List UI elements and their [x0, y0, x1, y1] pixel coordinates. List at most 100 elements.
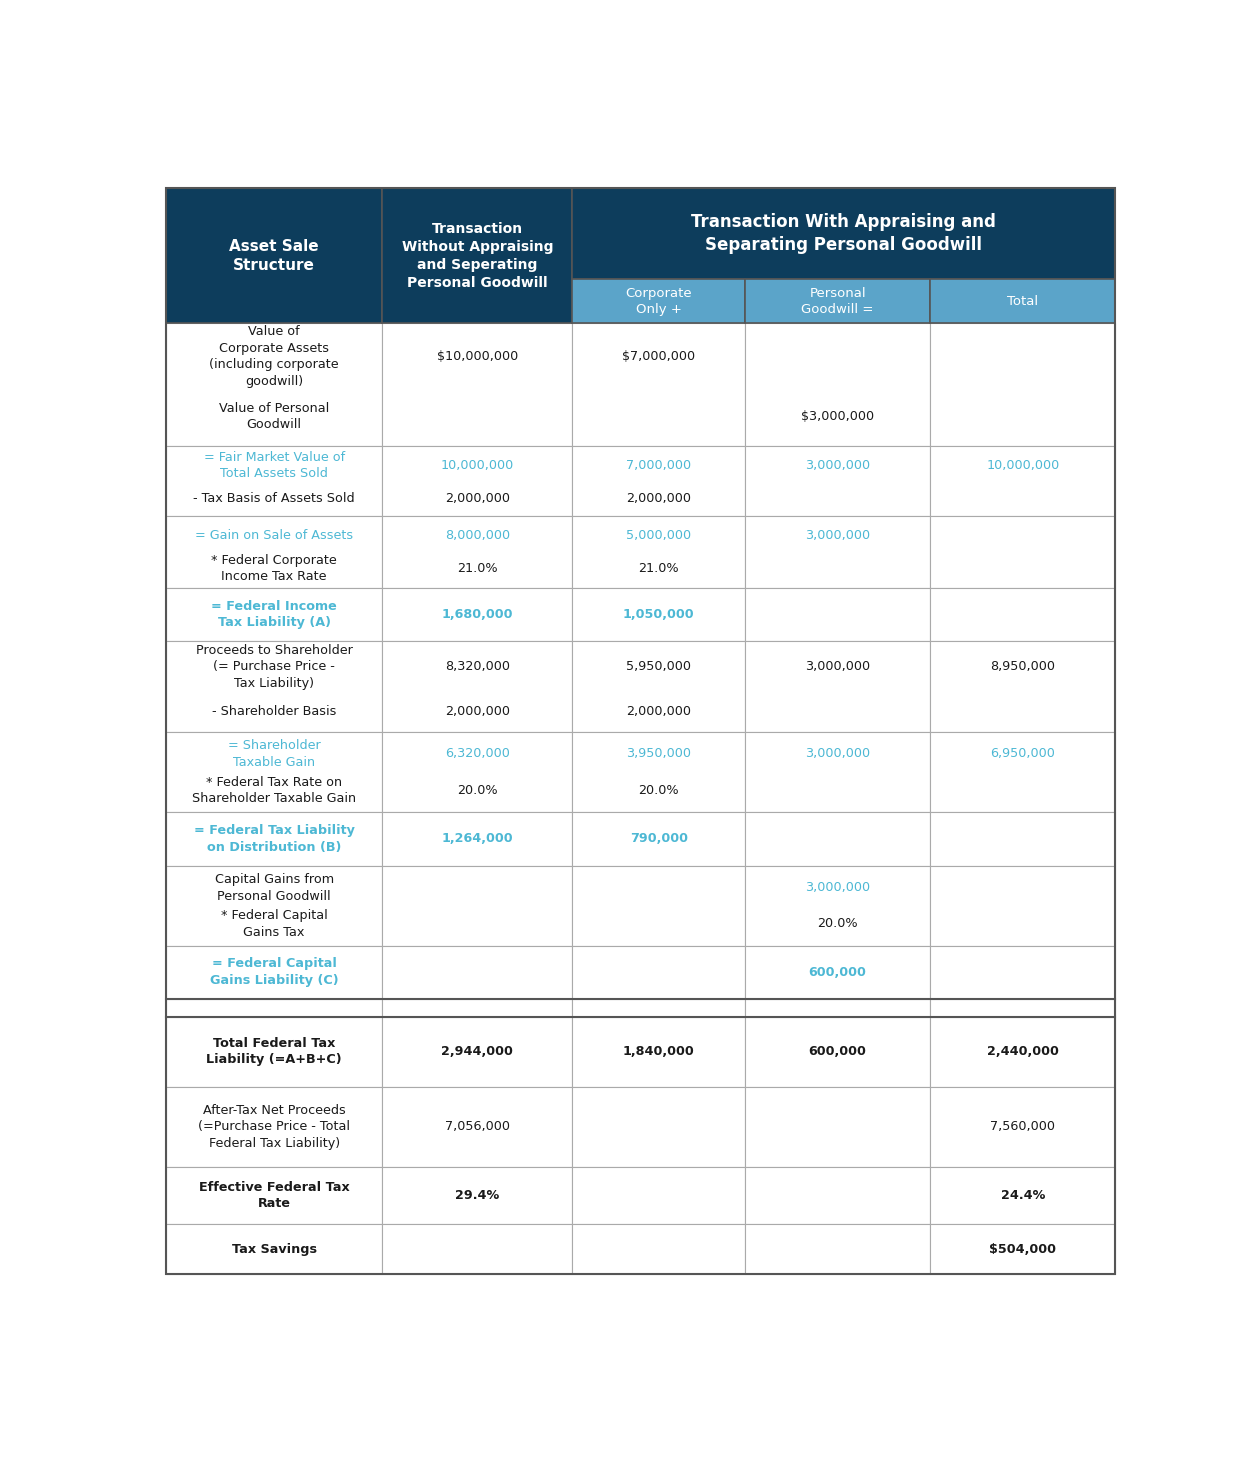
Bar — [745, 1086, 930, 1167]
Bar — [166, 1017, 382, 1086]
Text: 24.4%: 24.4% — [1000, 1189, 1045, 1203]
Bar — [166, 515, 382, 587]
Bar — [166, 999, 382, 1017]
Bar — [572, 188, 1115, 280]
Bar — [745, 1017, 930, 1086]
Bar — [930, 999, 1115, 1017]
Bar — [745, 732, 930, 813]
Bar — [745, 587, 930, 642]
Bar — [166, 1225, 382, 1275]
Bar — [166, 446, 382, 515]
Bar — [572, 587, 745, 642]
Text: 2,000,000: 2,000,000 — [626, 492, 691, 505]
Text: = Shareholder
Taxable Gain: = Shareholder Taxable Gain — [228, 739, 320, 768]
Bar — [572, 813, 745, 866]
Bar — [572, 642, 745, 732]
Text: 600,000: 600,000 — [809, 966, 866, 979]
Text: Proceeds to Shareholder
(= Purchase Price -
Tax Liability): Proceeds to Shareholder (= Purchase Pric… — [196, 643, 352, 690]
Bar — [382, 999, 572, 1017]
Bar — [382, 1017, 572, 1086]
Text: $7,000,000: $7,000,000 — [622, 350, 695, 364]
Bar — [745, 324, 930, 446]
Text: 2,000,000: 2,000,000 — [445, 705, 510, 718]
Text: 21.0%: 21.0% — [639, 562, 679, 576]
Bar — [572, 515, 745, 587]
Text: Value of Personal
Goodwill: Value of Personal Goodwill — [219, 402, 329, 431]
Text: 2,944,000: 2,944,000 — [441, 1045, 514, 1058]
Text: Corporate
Only +: Corporate Only + — [625, 287, 692, 316]
Bar — [166, 1086, 382, 1167]
Text: = Federal Income
Tax Liability (A): = Federal Income Tax Liability (A) — [211, 599, 338, 629]
Bar — [745, 813, 930, 866]
Bar — [572, 446, 745, 515]
Text: 1,050,000: 1,050,000 — [622, 608, 695, 621]
Bar — [166, 324, 382, 446]
Bar — [745, 642, 930, 732]
Bar — [930, 1167, 1115, 1225]
Bar — [382, 324, 572, 446]
Text: 7,056,000: 7,056,000 — [445, 1120, 510, 1133]
Text: Asset Sale
Structure: Asset Sale Structure — [229, 238, 319, 272]
Bar — [382, 446, 572, 515]
Text: $3,000,000: $3,000,000 — [801, 409, 874, 422]
Text: = Federal Capital
Gains Liability (C): = Federal Capital Gains Liability (C) — [210, 957, 339, 986]
Bar — [166, 866, 382, 945]
Bar — [166, 188, 382, 324]
Bar — [930, 945, 1115, 999]
Bar — [572, 324, 745, 446]
Text: 21.0%: 21.0% — [458, 562, 498, 576]
Bar — [930, 515, 1115, 587]
Text: - Shareholder Basis: - Shareholder Basis — [213, 705, 336, 718]
Text: 600,000: 600,000 — [809, 1045, 866, 1058]
Bar — [572, 866, 745, 945]
Text: = Federal Tax Liability
on Distribution (B): = Federal Tax Liability on Distribution … — [194, 824, 355, 854]
Text: 3,000,000: 3,000,000 — [805, 659, 870, 673]
Text: = Fair Market Value of
Total Assets Sold: = Fair Market Value of Total Assets Sold — [204, 450, 345, 480]
Text: 20.0%: 20.0% — [818, 917, 858, 930]
Text: Transaction With Appraising and
Separating Personal Goodwill: Transaction With Appraising and Separati… — [691, 213, 996, 255]
Text: * Federal Capital
Gains Tax: * Federal Capital Gains Tax — [221, 910, 328, 939]
Text: 7,560,000: 7,560,000 — [990, 1120, 1055, 1133]
Text: 29.4%: 29.4% — [455, 1189, 500, 1203]
Bar — [930, 587, 1115, 642]
Bar — [382, 642, 572, 732]
Text: - Tax Basis of Assets Sold: - Tax Basis of Assets Sold — [194, 492, 355, 505]
Text: Capital Gains from
Personal Goodwill: Capital Gains from Personal Goodwill — [215, 873, 334, 902]
Text: 2,000,000: 2,000,000 — [626, 705, 691, 718]
Bar — [930, 1225, 1115, 1275]
Text: 7,000,000: 7,000,000 — [626, 459, 691, 471]
Bar — [930, 446, 1115, 515]
Text: 3,000,000: 3,000,000 — [805, 882, 870, 895]
Text: 3,000,000: 3,000,000 — [805, 459, 870, 471]
Bar — [930, 1086, 1115, 1167]
Bar — [745, 515, 930, 587]
Text: Total: Total — [1008, 294, 1039, 308]
Bar — [382, 945, 572, 999]
Bar — [745, 1167, 930, 1225]
Bar — [572, 1167, 745, 1225]
Text: Tax Savings: Tax Savings — [231, 1242, 316, 1256]
Bar — [930, 642, 1115, 732]
Bar — [382, 813, 572, 866]
Bar — [382, 732, 572, 813]
Text: 10,000,000: 10,000,000 — [441, 459, 514, 471]
Text: $504,000: $504,000 — [989, 1242, 1056, 1256]
Bar — [745, 1225, 930, 1275]
Text: 3,000,000: 3,000,000 — [805, 748, 870, 761]
Text: Total Federal Tax
Liability (=A+B+C): Total Federal Tax Liability (=A+B+C) — [206, 1036, 342, 1066]
Text: 1,840,000: 1,840,000 — [622, 1045, 695, 1058]
Text: After-Tax Net Proceeds
(=Purchase Price - Total
Federal Tax Liability): After-Tax Net Proceeds (=Purchase Price … — [199, 1104, 350, 1150]
Bar — [572, 1225, 745, 1275]
Bar — [745, 280, 930, 324]
Text: 1,264,000: 1,264,000 — [441, 832, 514, 845]
Text: 3,000,000: 3,000,000 — [805, 530, 870, 542]
Text: 6,950,000: 6,950,000 — [990, 748, 1055, 761]
Text: 5,950,000: 5,950,000 — [626, 659, 691, 673]
Text: Value of
Corporate Assets
(including corporate
goodwill): Value of Corporate Assets (including cor… — [209, 325, 339, 387]
Text: 8,000,000: 8,000,000 — [445, 530, 510, 542]
Bar — [382, 515, 572, 587]
Bar — [382, 188, 572, 324]
Bar — [930, 866, 1115, 945]
Bar — [166, 813, 382, 866]
Text: 6,320,000: 6,320,000 — [445, 748, 510, 761]
